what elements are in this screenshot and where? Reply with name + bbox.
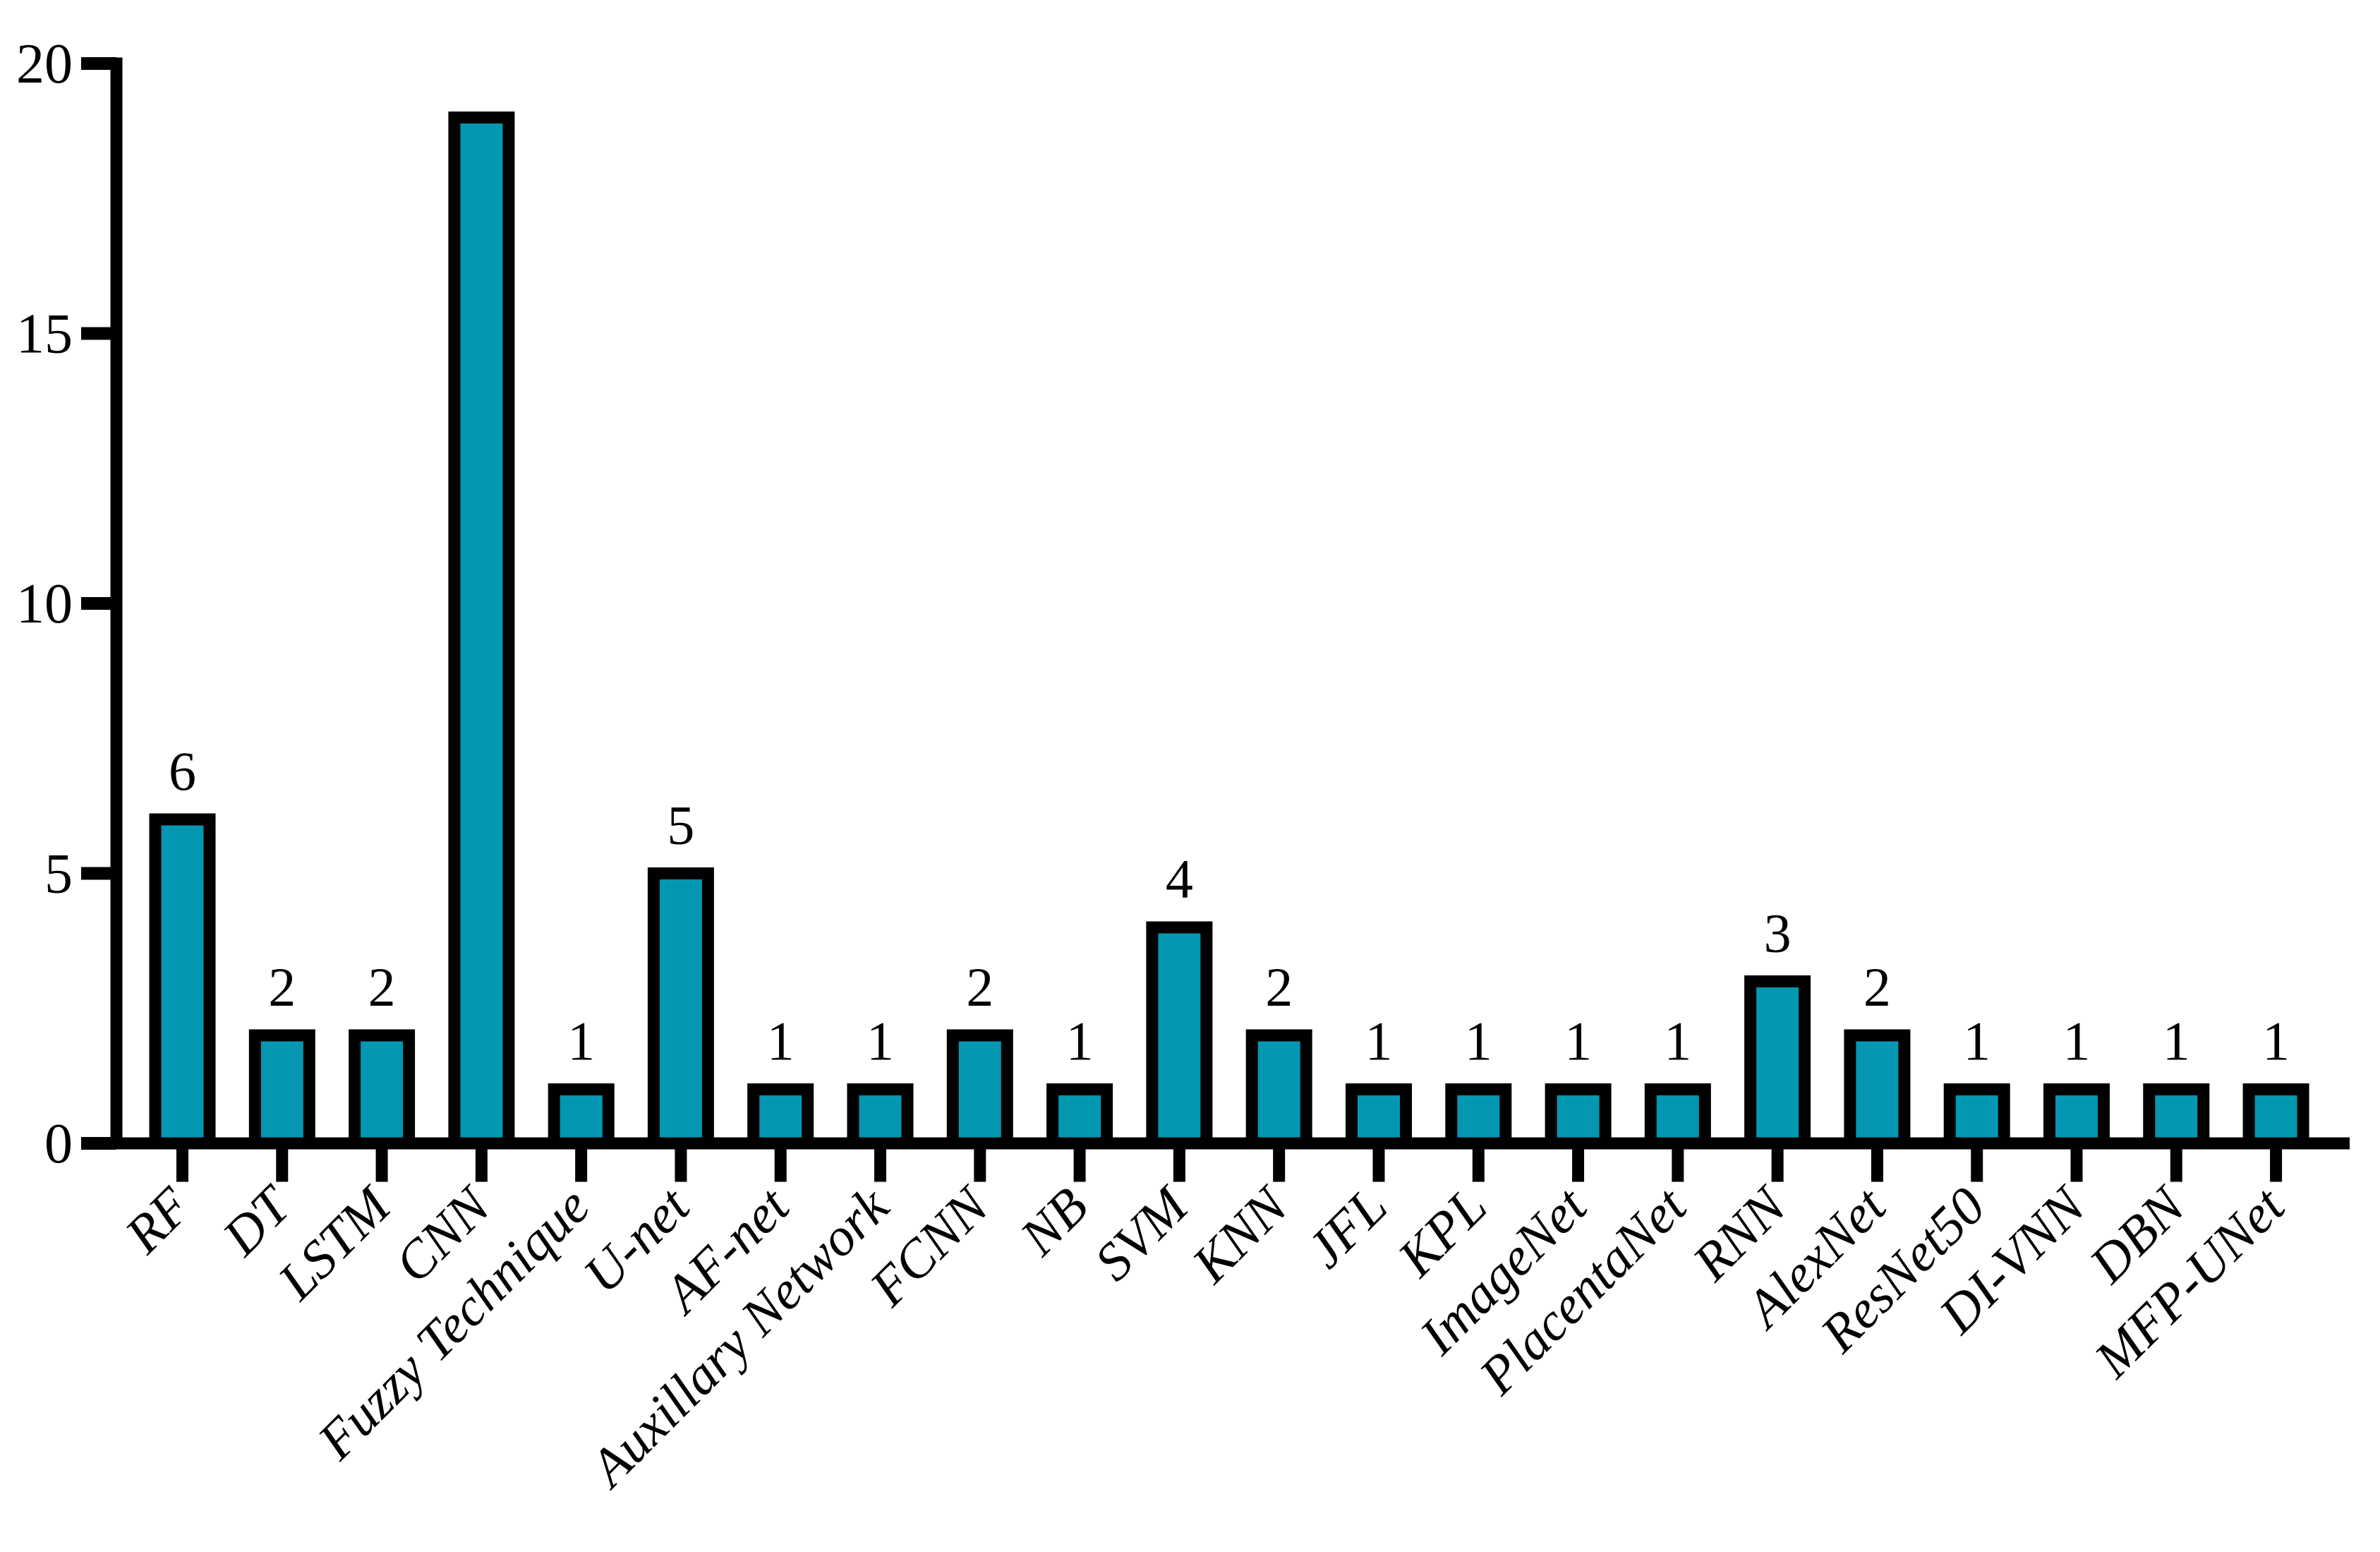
bar-nb: [1046, 1083, 1113, 1150]
bar-value-label: 1: [767, 1011, 795, 1072]
bar-value-label: 1: [2262, 1011, 2290, 1072]
bar-imagenet: [1545, 1083, 1612, 1150]
bar-auxillary-network: [847, 1083, 914, 1150]
y-tick-label: 5: [44, 843, 73, 906]
bar-value-label: 1: [1664, 1011, 1691, 1072]
bar-value-label: 1: [567, 1011, 595, 1072]
x-category-label-jfl: JFL: [1295, 1177, 1399, 1280]
bar-value-label: 6: [169, 740, 196, 802]
bar-value-label: 2: [268, 956, 296, 1018]
bar-kpl: [1445, 1083, 1512, 1150]
bar-dbn: [2143, 1083, 2210, 1150]
bar-rnn: [1744, 975, 1811, 1150]
bar-fcnn: [946, 1029, 1013, 1150]
bar-value-label: 1: [1066, 1011, 1094, 1072]
x-category-label-nb: NB: [1008, 1177, 1099, 1268]
bar-placentanet: [1644, 1083, 1711, 1150]
bar-value-label: 2: [368, 956, 396, 1018]
bar-value-label: 1: [2063, 1011, 2091, 1072]
bar-value-label: 1: [1365, 1011, 1393, 1072]
bar-svm: [1146, 921, 1213, 1150]
bar-dt: [248, 1029, 315, 1150]
bar-alexnet: [1844, 1029, 1911, 1150]
bar-value-label: 1: [1564, 1011, 1592, 1072]
bar-value-label: 1: [2163, 1011, 2190, 1072]
bar-value-label: 4: [1166, 848, 1193, 910]
x-category-label-rf: RF: [114, 1176, 203, 1265]
bar-fuzzy-technique: [548, 1083, 615, 1150]
bar-value-label: 1: [866, 1011, 894, 1072]
y-tick-label: 20: [16, 33, 73, 95]
bar-value-label: 1: [1963, 1011, 1991, 1072]
bar-u-net: [647, 867, 714, 1150]
x-category-label-knn: KNN: [1180, 1174, 1301, 1295]
y-tick-label: 0: [44, 1113, 73, 1175]
y-tick-label: 10: [16, 573, 73, 635]
x-category-label-lstm: LSTM: [267, 1174, 404, 1311]
bar-value-label: 1: [1465, 1011, 1492, 1072]
bar-lstm: [349, 1029, 416, 1150]
bar-value-label: 5: [667, 795, 694, 856]
bar-value-label: 2: [1863, 956, 1891, 1018]
bar-value-label: 2: [1265, 956, 1293, 1018]
bar-mfp-unet: [2242, 1083, 2309, 1150]
bar-jfl: [1346, 1083, 1412, 1150]
bar-value-label: 3: [1764, 903, 1792, 964]
bar-di-vnn: [2043, 1083, 2110, 1150]
y-tick-label: 15: [16, 303, 73, 366]
x-category-label-fcnn: FCNN: [858, 1174, 1002, 1318]
bar-knn: [1245, 1029, 1312, 1150]
bar-cnn: [448, 112, 515, 1150]
bar-af-net: [747, 1083, 814, 1150]
bar-rf: [149, 813, 216, 1150]
x-category-label-svm: SVM: [1084, 1174, 1201, 1292]
bar-resnet50: [1943, 1083, 2010, 1150]
bar-value-label: 2: [966, 956, 993, 1018]
